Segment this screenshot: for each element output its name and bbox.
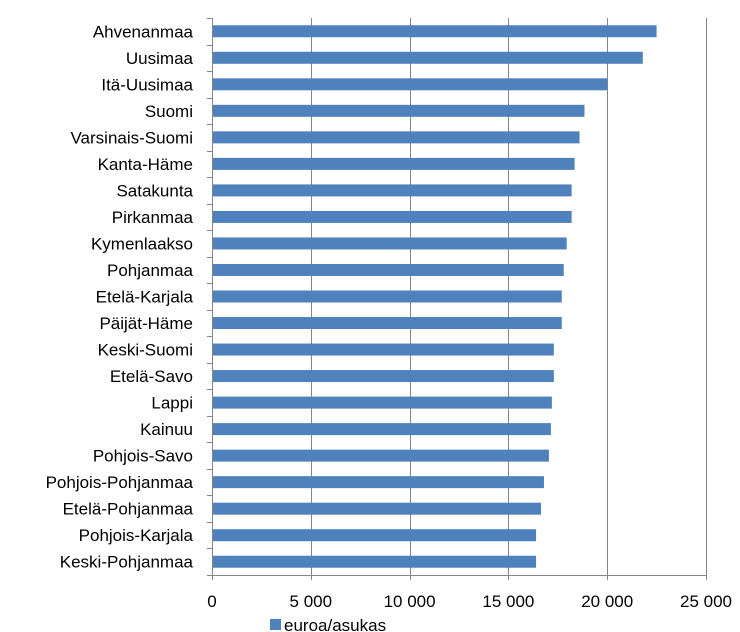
category-label: Suomi	[145, 102, 193, 121]
bar	[213, 343, 554, 356]
axes	[207, 18, 707, 580]
bar	[213, 502, 542, 515]
x-tick-label: 5 000	[290, 592, 333, 611]
category-label: Kymenlaakso	[91, 234, 193, 253]
bar	[213, 263, 564, 276]
category-label: Itä-Uusimaa	[101, 75, 193, 94]
category-label: Etelä-Karjala	[96, 288, 194, 307]
bar	[213, 370, 554, 383]
bar	[213, 51, 643, 64]
category-labels: Ahvenanmaa Uusimaa Itä-Uusimaa Suomi Varsina…	[46, 22, 194, 571]
bar	[213, 317, 562, 330]
category-label: Pohjois-Savo	[93, 447, 193, 466]
category-label: Pirkanmaa	[112, 208, 194, 227]
bar	[213, 131, 580, 144]
category-label: Kainuu	[140, 420, 193, 439]
legend-swatch	[270, 619, 281, 630]
bar	[213, 290, 562, 303]
category-label: Uusimaa	[126, 49, 194, 68]
category-label: Varsinais-Suomi	[70, 128, 193, 147]
bar	[213, 529, 537, 542]
category-label: Lappi	[151, 394, 193, 413]
category-label: Kanta-Häme	[98, 155, 193, 174]
bar	[213, 396, 552, 409]
bar	[213, 210, 572, 223]
x-tick-label: 10 000	[384, 592, 436, 611]
category-label: Etelä-Pohjanmaa	[63, 500, 194, 519]
bars	[213, 25, 657, 568]
category-label: Pohjanmaa	[107, 261, 194, 280]
bar	[213, 423, 551, 436]
category-label: Pohjois-Pohjanmaa	[46, 473, 194, 492]
bar	[213, 157, 575, 170]
bar	[213, 104, 585, 117]
x-tick-label: 0	[207, 592, 216, 611]
bar	[213, 78, 608, 91]
x-tick-label: 25 000	[680, 592, 732, 611]
bar	[213, 449, 549, 462]
category-label: Satakunta	[116, 181, 193, 200]
category-label: Keski-Suomi	[98, 341, 193, 360]
bar	[213, 25, 657, 38]
x-tick-label: 20 000	[581, 592, 633, 611]
category-label: Keski-Pohjanmaa	[60, 553, 194, 572]
category-label: Ahvenanmaa	[93, 22, 194, 41]
bar	[213, 476, 544, 489]
category-label: Pohjois-Karjala	[79, 526, 194, 545]
legend: euroa/asukas	[270, 616, 386, 632]
legend-label: euroa/asukas	[284, 616, 386, 632]
bar	[213, 237, 567, 250]
x-tick-labels: 0 5 000 10 000 15 000 20 000 25 000	[207, 592, 732, 611]
bar	[213, 184, 572, 197]
bar	[213, 555, 537, 568]
category-label: Etelä-Savo	[110, 367, 193, 386]
category-label: Päijät-Häme	[99, 314, 193, 333]
x-tick-label: 15 000	[482, 592, 534, 611]
